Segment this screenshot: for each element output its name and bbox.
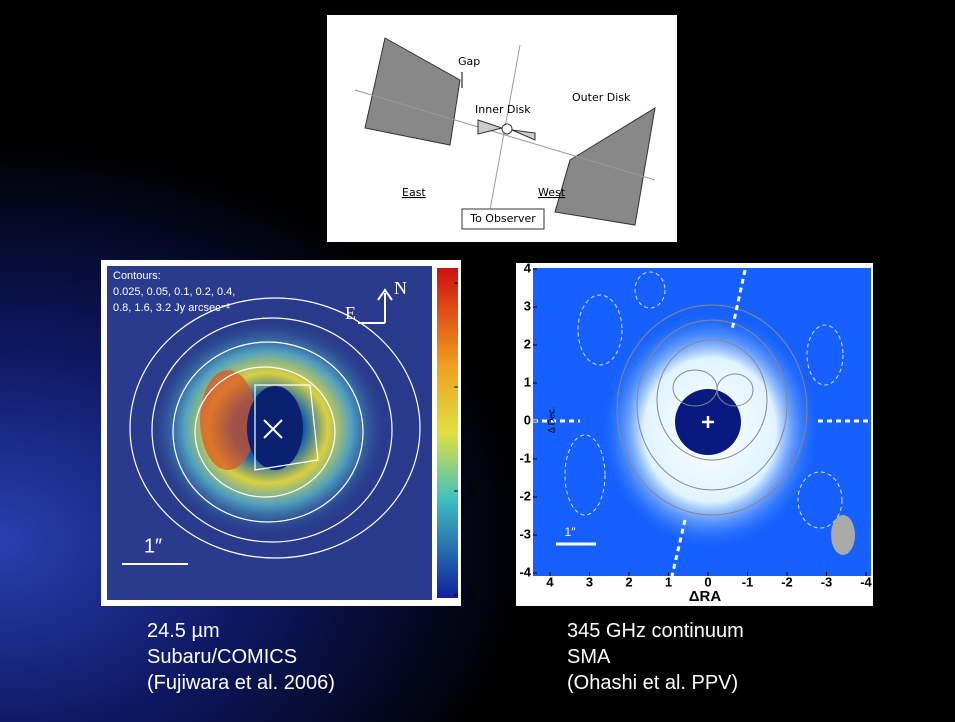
y-tick-label: -1 (519, 450, 531, 465)
x-tick-label: 3 (586, 574, 593, 589)
scale-label: 1″ (565, 525, 577, 539)
y-tick-label: 0 (524, 412, 531, 427)
x-tick-label: -2 (781, 574, 793, 589)
east-label: E (345, 303, 356, 323)
label-inner-disk: Inner Disk (475, 103, 531, 116)
label-west: West (538, 186, 566, 199)
sma-image: 1″ Δ Dec. ΔRA 4 3 2 1 0 -1 -2 -3 -4 4 3 2 1 0 -1 -2 -3 -4 (516, 260, 873, 606)
comics-image: Contours: 0.025, 0.05, 0.1, 0.2, 0.4, 0.… (101, 260, 476, 606)
colorbar-tick-label: 6 (468, 276, 476, 291)
slide-graphics: Gap Inner Disk Outer Disk East West To O… (0, 0, 955, 722)
scale-label: 1″ (144, 535, 162, 557)
contours-title: Contours: (113, 270, 161, 282)
caption-right: 345 GHz continuum SMA (Ohashi et al. PPV… (567, 618, 744, 696)
y-tick-label: -4 (519, 564, 531, 579)
y-tick-label: -2 (519, 488, 531, 503)
colorbar-tick-label: 4 (468, 380, 476, 395)
slide: Gap Inner Disk Outer Disk East West To O… (0, 0, 955, 722)
colorbar (437, 268, 458, 598)
caption-line: 24.5 µm (147, 618, 335, 644)
caption-line: (Fujiwara et al. 2006) (147, 670, 335, 696)
contours-line: 0.025, 0.05, 0.1, 0.2, 0.4, (113, 286, 235, 298)
x-tick-label: -3 (821, 574, 833, 589)
y-tick-label: 3 (524, 298, 531, 313)
y-tick-label: 2 (524, 336, 531, 351)
x-axis-label: ΔRA (689, 588, 722, 605)
x-tick-label: 0 (704, 574, 711, 589)
caption-left: 24.5 µm Subaru/COMICS (Fujiwara et al. 2… (147, 618, 335, 696)
x-tick-label: 2 (625, 574, 632, 589)
y-axis-label: Δ Dec. (546, 407, 556, 434)
contours-line: 0.8, 1.6, 3.2 Jy arcsec⁻² (113, 302, 230, 314)
caption-line: Subaru/COMICS (147, 644, 335, 670)
disk-diagram: Gap Inner Disk Outer Disk East West To O… (327, 15, 677, 242)
label-east: East (402, 186, 426, 199)
north-label: N (394, 278, 407, 298)
colorbar-tick-label: 2 (468, 484, 476, 499)
x-tick-label: -4 (860, 574, 872, 589)
x-tick-label: -1 (742, 574, 754, 589)
label-outer-disk: Outer Disk (572, 91, 631, 104)
colorbar-tick-label: 0 (468, 588, 476, 603)
x-tick-label: 4 (546, 574, 554, 589)
caption-line: (Ohashi et al. PPV) (567, 670, 744, 696)
y-tick-label: 1 (524, 374, 531, 389)
y-tick-label: 4 (524, 260, 532, 275)
label-gap: Gap (458, 55, 480, 68)
label-observer: To Observer (469, 212, 536, 225)
x-tick-label: 1 (665, 574, 672, 589)
y-tick-label: -3 (519, 526, 531, 541)
caption-line: 345 GHz continuum (567, 618, 744, 644)
caption-line: SMA (567, 644, 744, 670)
